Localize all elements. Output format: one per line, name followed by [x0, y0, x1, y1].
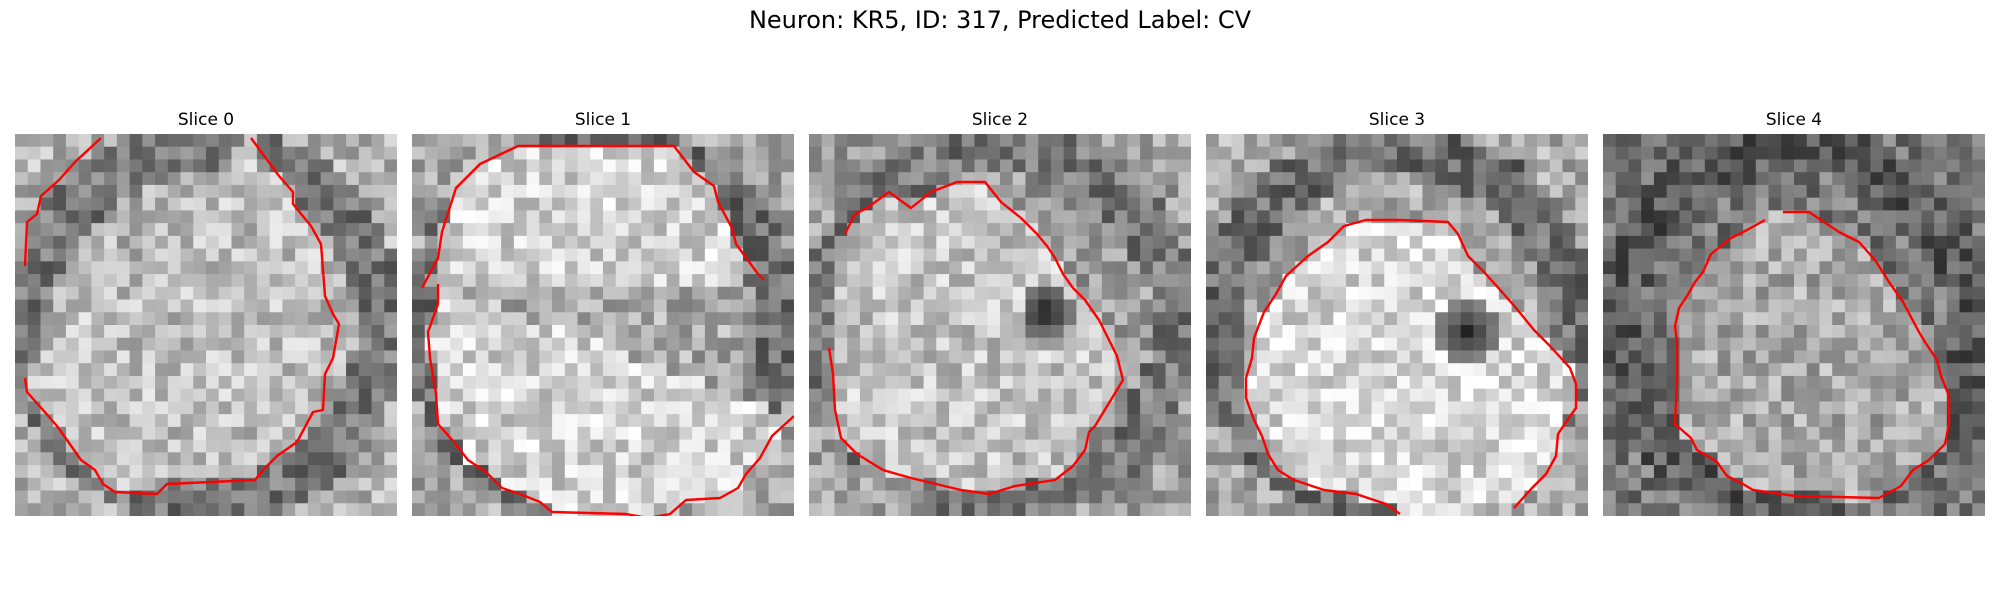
segmentation-contour [23, 137, 341, 496]
grayscale-slice-image [412, 134, 794, 516]
slice-panel-0: Slice 0 [15, 108, 397, 516]
pixel-grid [1206, 134, 1588, 516]
slice-image [1603, 134, 1985, 516]
grayscale-slice-image [15, 134, 397, 516]
slice-title: Slice 0 [177, 110, 235, 130]
slice-title: Slice 4 [1765, 110, 1823, 130]
slice-image [15, 134, 397, 516]
segmentation-contour [1244, 218, 1578, 515]
slice-title: Slice 3 [1368, 110, 1426, 130]
segmentation-contour [426, 284, 794, 516]
slice-panel-3: Slice 3 [1206, 108, 1588, 516]
slice-panel-2: Slice 2 [809, 108, 1191, 516]
slice-image [809, 134, 1191, 516]
slice-panel-1: Slice 1 [412, 108, 794, 516]
segmentation-contour [827, 180, 1125, 496]
slice-panel-4: Slice 4 [1603, 108, 1985, 516]
slice-image [412, 134, 794, 516]
slice-title: Slice 1 [574, 110, 632, 130]
slice-title: Slice 2 [971, 110, 1029, 130]
grayscale-slice-image [1206, 134, 1588, 516]
pixel-grid [1603, 134, 1985, 516]
pixel-grid [412, 134, 794, 516]
figure-title: Neuron: KR5, ID: 317, Predicted Label: C… [748, 6, 1252, 34]
segmentation-contour [420, 144, 765, 289]
grayscale-slice-image [1603, 134, 1985, 516]
grayscale-slice-image [809, 134, 1191, 516]
segmentation-contour [23, 137, 102, 267]
segmentation-contour [1673, 210, 1951, 500]
pixel-grid [809, 134, 1191, 516]
slice-image [1206, 134, 1588, 516]
